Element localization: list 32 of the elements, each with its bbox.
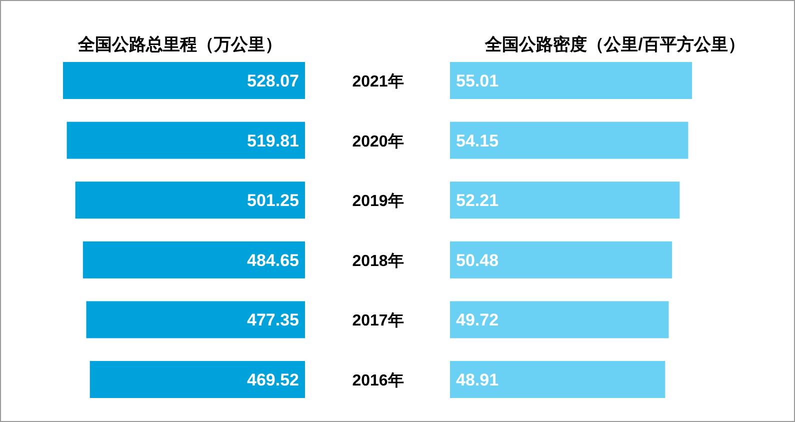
data-label: 519.81 — [247, 131, 299, 150]
data-label: 50.48 — [456, 250, 499, 270]
y-tick-label: 2017年 — [352, 312, 404, 330]
bar — [63, 62, 305, 99]
y-tick-label: 2021年 — [352, 72, 404, 90]
bar — [450, 301, 669, 338]
data-label: 484.65 — [247, 250, 299, 270]
bar — [450, 62, 692, 99]
data-label: 469.52 — [247, 370, 299, 390]
bar — [450, 241, 672, 278]
bar — [75, 182, 305, 219]
y-tick-label: 2016年 — [352, 372, 404, 390]
data-label: 49.72 — [456, 310, 499, 330]
y-tick-label: 2019年 — [352, 192, 404, 210]
y-tick-label: 2018年 — [352, 252, 404, 270]
bar — [86, 301, 305, 338]
bar — [82, 241, 305, 278]
data-label: 528.07 — [247, 72, 299, 90]
chart-title: 全国公路总里程（万公里） — [77, 35, 282, 54]
data-label: 477.35 — [247, 310, 299, 330]
bar — [450, 182, 680, 219]
data-label: 55.01 — [456, 72, 499, 90]
chart-title: 全国公路密度（公里/百平方公里） — [484, 35, 745, 54]
y-tick-label: 2020年 — [352, 132, 404, 150]
bar — [450, 122, 688, 159]
bar — [90, 361, 305, 398]
bar — [66, 122, 305, 159]
data-label: 54.15 — [456, 131, 499, 150]
data-label: 501.25 — [247, 191, 299, 210]
data-label: 48.91 — [456, 370, 499, 390]
bar — [450, 361, 666, 398]
data-label: 52.21 — [456, 191, 499, 210]
